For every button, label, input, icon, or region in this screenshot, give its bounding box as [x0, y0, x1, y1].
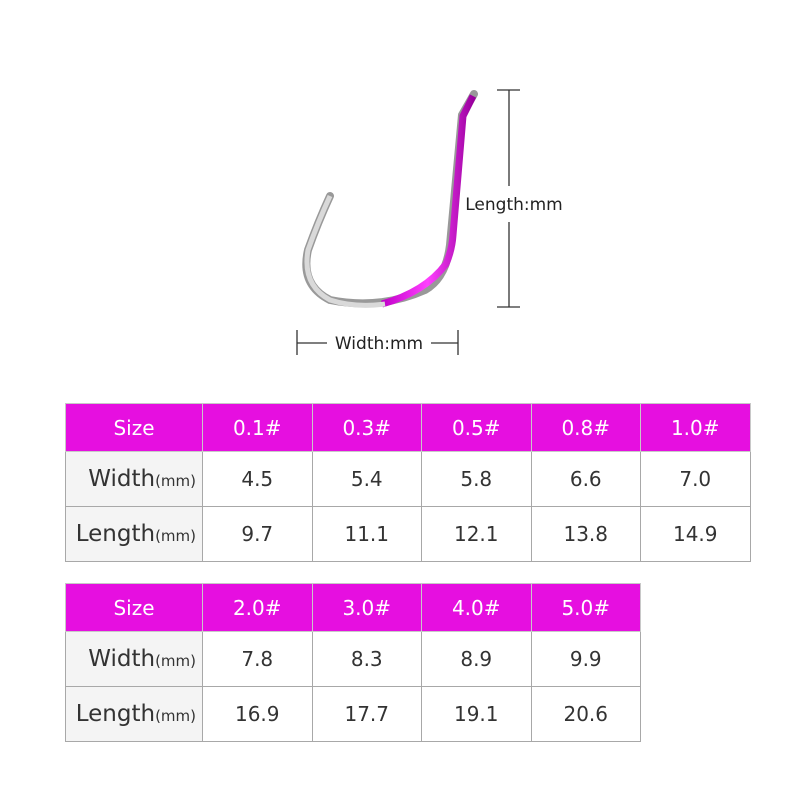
header-cell: 2.0# — [202, 583, 313, 632]
length-dimension — [497, 89, 520, 308]
row-label: Length(mm) — [65, 686, 203, 742]
header-cell: 3.0# — [311, 583, 422, 632]
header-cell: 0.5# — [421, 403, 532, 452]
row-label-unit: (mm) — [155, 472, 196, 490]
row-label-text: Length — [75, 521, 156, 547]
data-cell: 5.8 — [421, 451, 532, 507]
header-cell: 0.1# — [202, 403, 313, 452]
data-cell: 11.1 — [311, 506, 422, 562]
header-cell: 0.3# — [311, 403, 422, 452]
data-cell: 19.1 — [421, 686, 532, 742]
hook-shank — [381, 94, 477, 308]
row-label-unit: (mm) — [155, 707, 196, 725]
data-cell: 13.8 — [530, 506, 641, 562]
header-row: Size 0.1# 0.3# 0.5# 0.8# 1.0# — [65, 403, 751, 452]
data-cell: 9.7 — [202, 506, 313, 562]
data-cell: 20.6 — [530, 686, 641, 742]
width-dimension — [296, 330, 459, 355]
data-cell: 14.9 — [640, 506, 751, 562]
header-cell: Size — [65, 583, 203, 632]
length-label: Length:mm — [465, 195, 562, 215]
row-label-unit: (mm) — [155, 652, 196, 670]
row-label-unit: (mm) — [155, 527, 196, 545]
data-row: Length(mm) 16.9 17.7 19.1 20.6 — [65, 686, 641, 742]
width-label: Width:mm — [335, 334, 423, 354]
row-label: Width(mm) — [65, 631, 203, 687]
hook-point — [304, 194, 386, 308]
data-cell: 7.0 — [640, 451, 751, 507]
row-label-text: Width — [88, 466, 156, 492]
hook-diagram: Length:mm Width:mm — [296, 89, 563, 355]
data-cell: 6.6 — [530, 451, 641, 507]
data-cell: 17.7 — [311, 686, 422, 742]
row-label-text: Length — [75, 701, 156, 727]
header-cell: 0.8# — [530, 403, 641, 452]
data-cell: 16.9 — [202, 686, 313, 742]
data-row: Length(mm) 9.7 11.1 12.1 13.8 14.9 — [65, 506, 751, 562]
data-row: Width(mm) 7.8 8.3 8.9 9.9 — [65, 631, 641, 687]
size-table: Size 2.0# 3.0# 4.0# 5.0# Width(mm) 7.8 8.3 8.9 9.… — [65, 583, 641, 742]
header-cell: 5.0# — [530, 583, 641, 632]
header-cell: 1.0# — [640, 403, 751, 452]
header-cell: Size — [65, 403, 203, 452]
data-cell: 8.3 — [311, 631, 422, 687]
size-table: Size 0.1# 0.3# 0.5# 0.8# 1.0# Width(mm) 4.5 5.4 5… — [65, 403, 751, 562]
data-cell: 12.1 — [421, 506, 532, 562]
header-cell: 4.0# — [421, 583, 532, 632]
data-row: Width(mm) 4.5 5.4 5.8 6.6 7.0 — [65, 451, 751, 507]
row-label: Length(mm) — [65, 506, 203, 562]
row-label: Width(mm) — [65, 451, 203, 507]
data-cell: 5.4 — [311, 451, 422, 507]
header-row: Size 2.0# 3.0# 4.0# 5.0# — [65, 583, 641, 632]
row-label-text: Width — [88, 646, 156, 672]
data-cell: 4.5 — [202, 451, 313, 507]
data-cell: 8.9 — [421, 631, 532, 687]
data-cell: 7.8 — [202, 631, 313, 687]
data-cell: 9.9 — [530, 631, 641, 687]
